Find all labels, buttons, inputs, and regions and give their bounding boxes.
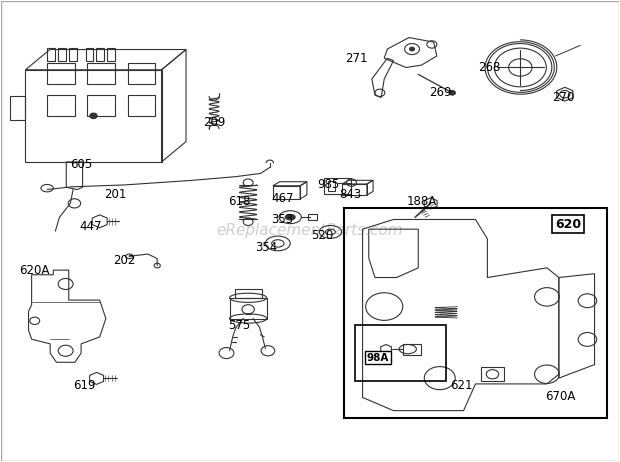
Text: 467: 467: [271, 192, 293, 205]
Text: 447: 447: [79, 220, 102, 233]
Text: 843: 843: [339, 188, 361, 201]
Bar: [324, 178, 352, 194]
Bar: [404, 344, 421, 355]
Bar: [128, 95, 156, 116]
Text: 575: 575: [228, 319, 250, 332]
Text: eReplacementParts.com: eReplacementParts.com: [216, 224, 404, 238]
Text: 354: 354: [255, 241, 278, 254]
Text: 605: 605: [70, 158, 92, 171]
Ellipse shape: [449, 91, 455, 95]
Text: 620A: 620A: [20, 264, 50, 277]
Bar: [234, 289, 262, 298]
Text: 202: 202: [113, 255, 136, 267]
Text: 619: 619: [73, 379, 95, 392]
Bar: [481, 367, 503, 381]
Bar: [87, 63, 115, 84]
Bar: [342, 184, 367, 195]
Bar: [25, 70, 162, 162]
Text: 209: 209: [203, 116, 225, 129]
Text: 670A: 670A: [546, 390, 576, 403]
Text: 271: 271: [345, 52, 368, 65]
Text: 201: 201: [104, 188, 126, 201]
Text: 621: 621: [450, 379, 473, 392]
Text: 618: 618: [228, 195, 250, 207]
Bar: [229, 298, 267, 318]
Ellipse shape: [285, 214, 295, 220]
Bar: [344, 208, 607, 418]
Text: 620: 620: [555, 218, 581, 231]
Bar: [87, 95, 115, 116]
Bar: [308, 214, 317, 220]
Bar: [328, 181, 335, 191]
Text: 188A: 188A: [406, 195, 436, 207]
Bar: [355, 325, 446, 381]
Text: 268: 268: [478, 61, 500, 74]
Text: 269: 269: [428, 86, 451, 99]
Ellipse shape: [90, 113, 97, 119]
Bar: [273, 186, 300, 199]
Text: 270: 270: [552, 91, 575, 104]
Text: 985: 985: [317, 178, 340, 191]
Ellipse shape: [410, 47, 415, 51]
Bar: [128, 63, 156, 84]
Text: 520: 520: [311, 229, 334, 242]
Bar: [47, 63, 75, 84]
Bar: [47, 95, 75, 116]
Text: 98A: 98A: [367, 353, 389, 363]
Text: 353: 353: [271, 213, 293, 226]
